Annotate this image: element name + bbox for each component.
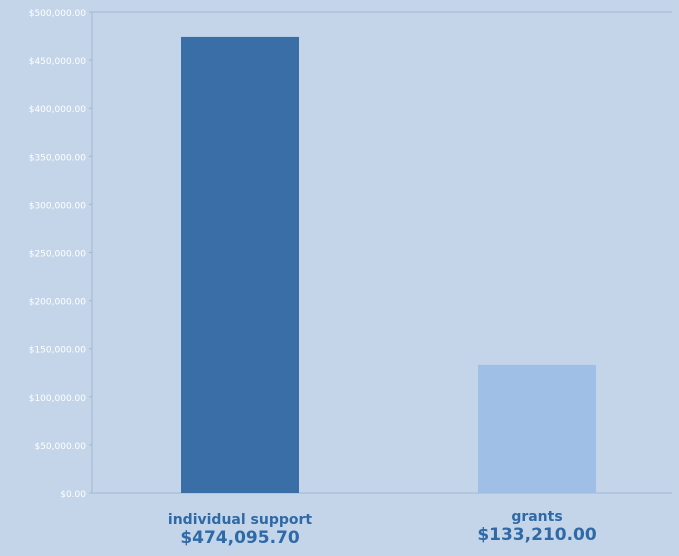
y-tick-label: $50,000.00 [34,442,86,452]
y-tick-label: $450,000.00 [29,57,87,67]
category-value: $133,210.00 [477,525,597,545]
bar-grants [478,364,596,493]
y-tick-label: $250,000.00 [29,250,87,260]
bar-individual-support [181,36,299,494]
y-tick-labels: $0.00 $50,000.00 $100,000.00 $150,000.00 $20… [29,9,92,500]
y-tick-label: $500,000.00 [29,9,87,19]
y-tick-label: $100,000.00 [29,394,87,404]
category-value: $474,095.70 [180,528,300,548]
category-name: grants [511,509,563,525]
y-tick-label: $200,000.00 [29,298,87,308]
category-label-individual-support: individual support $474,095.70 [140,512,340,548]
category-name: individual support [167,512,313,528]
bars [181,36,596,494]
y-tick-label: $150,000.00 [29,346,87,356]
y-tick-label: $0.00 [60,490,86,500]
category-label-grants: grants $133,210.00 [437,509,637,545]
y-tick-label: $400,000.00 [29,105,87,115]
y-tick-label: $350,000.00 [29,153,87,163]
y-tick-label: $300,000.00 [29,201,87,211]
